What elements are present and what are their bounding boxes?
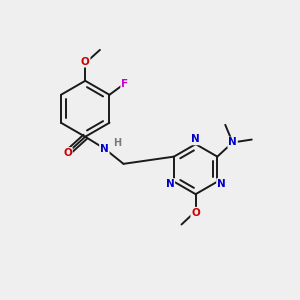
Text: O: O [191,208,200,218]
Text: N: N [166,179,174,189]
Text: N: N [228,137,237,148]
Text: O: O [81,57,90,67]
Text: N: N [100,143,109,154]
Text: H: H [113,138,121,148]
Text: O: O [63,148,72,158]
Text: N: N [217,179,226,189]
Text: N: N [191,134,200,144]
Text: F: F [121,79,128,88]
